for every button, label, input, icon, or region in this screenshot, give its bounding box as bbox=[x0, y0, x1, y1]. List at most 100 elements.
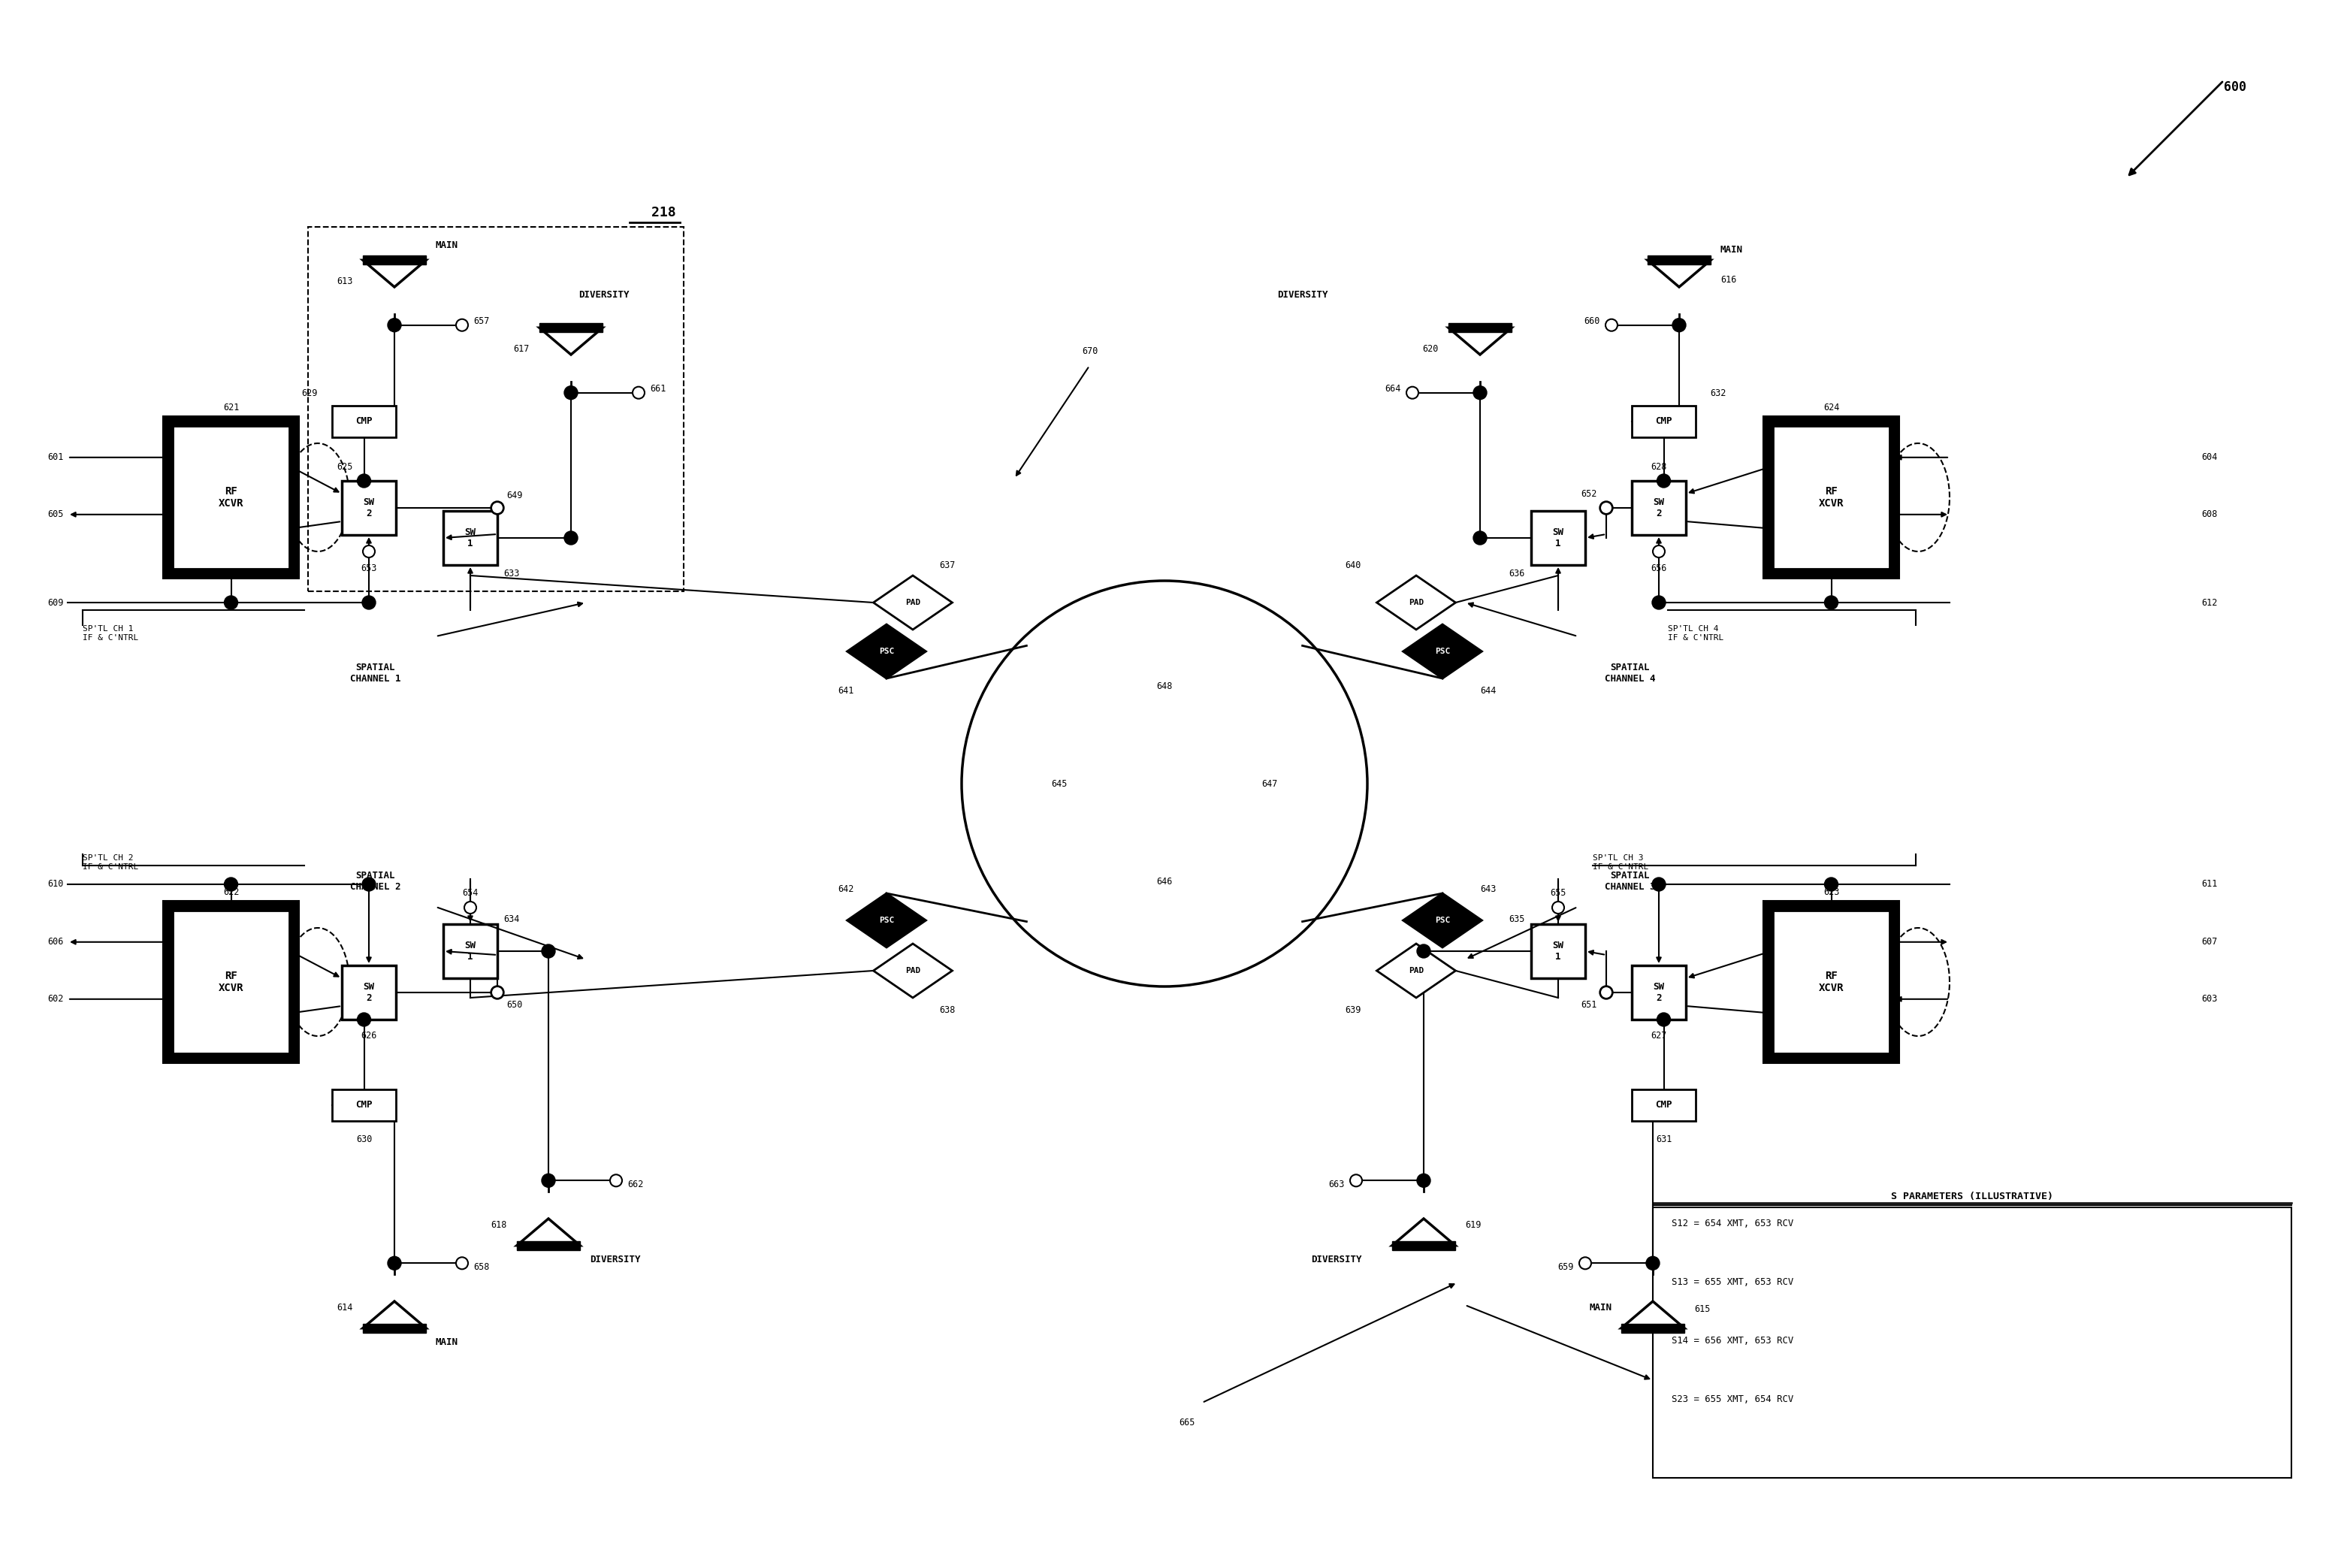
Text: CMP: CMP bbox=[1655, 417, 1671, 426]
Circle shape bbox=[389, 318, 400, 332]
Bar bbox=[1393, 1240, 1456, 1250]
Text: 634: 634 bbox=[503, 914, 520, 924]
Text: PSC: PSC bbox=[1435, 917, 1449, 924]
Text: CMP: CMP bbox=[356, 1101, 372, 1110]
Polygon shape bbox=[1648, 260, 1711, 287]
Text: 619: 619 bbox=[1465, 1220, 1482, 1229]
Circle shape bbox=[1599, 986, 1613, 999]
Text: 639: 639 bbox=[1344, 1005, 1360, 1014]
Text: 628: 628 bbox=[1650, 463, 1667, 472]
Circle shape bbox=[1653, 546, 1664, 558]
Circle shape bbox=[358, 474, 370, 488]
Bar bbox=[1632, 481, 1686, 535]
Text: 662: 662 bbox=[627, 1179, 644, 1189]
Text: 608: 608 bbox=[2201, 510, 2217, 519]
Text: 614: 614 bbox=[337, 1303, 353, 1312]
Text: 644: 644 bbox=[1480, 685, 1496, 695]
Polygon shape bbox=[847, 894, 927, 947]
Text: 623: 623 bbox=[1824, 887, 1840, 897]
Text: PAD: PAD bbox=[906, 599, 920, 607]
Bar bbox=[173, 426, 290, 569]
Text: PAD: PAD bbox=[906, 967, 920, 974]
Circle shape bbox=[1407, 387, 1419, 398]
Bar bbox=[517, 1240, 581, 1250]
Text: 635: 635 bbox=[1510, 914, 1524, 924]
Circle shape bbox=[1601, 986, 1613, 999]
Text: 640: 640 bbox=[1344, 560, 1360, 569]
Bar bbox=[342, 966, 396, 1019]
Text: 663: 663 bbox=[1330, 1179, 1344, 1189]
Circle shape bbox=[611, 1174, 623, 1187]
Text: RF
XCVR: RF XCVR bbox=[218, 971, 243, 993]
Text: RF
XCVR: RF XCVR bbox=[1819, 971, 1845, 993]
Text: CMP: CMP bbox=[1655, 1101, 1671, 1110]
Circle shape bbox=[1552, 902, 1564, 914]
Text: 631: 631 bbox=[1655, 1135, 1671, 1145]
Text: 601: 601 bbox=[47, 453, 63, 463]
Text: 646: 646 bbox=[1156, 877, 1173, 886]
Text: 618: 618 bbox=[492, 1220, 508, 1229]
Circle shape bbox=[1472, 532, 1487, 544]
Bar bbox=[538, 323, 602, 332]
Circle shape bbox=[389, 1256, 400, 1270]
Text: S23 = 655 XMT, 654 RCV: S23 = 655 XMT, 654 RCV bbox=[1671, 1394, 1793, 1405]
Circle shape bbox=[492, 986, 503, 999]
Text: 638: 638 bbox=[939, 1005, 955, 1014]
Text: 602: 602 bbox=[47, 994, 63, 1004]
Polygon shape bbox=[873, 575, 953, 630]
Text: DIVERSITY: DIVERSITY bbox=[1278, 290, 1327, 299]
Text: RF
XCVR: RF XCVR bbox=[1819, 486, 1845, 508]
Text: SW
2: SW 2 bbox=[1653, 497, 1664, 519]
Circle shape bbox=[1653, 596, 1664, 610]
Text: SW
1: SW 1 bbox=[1552, 527, 1564, 549]
Text: 654: 654 bbox=[461, 887, 478, 898]
Bar bbox=[1632, 966, 1686, 1019]
Circle shape bbox=[1416, 1174, 1430, 1187]
Bar bbox=[1622, 1323, 1686, 1333]
Text: 605: 605 bbox=[47, 510, 63, 519]
Text: 218: 218 bbox=[651, 205, 677, 220]
Text: SW
1: SW 1 bbox=[464, 527, 475, 549]
Polygon shape bbox=[363, 260, 426, 287]
Text: SW
1: SW 1 bbox=[464, 941, 475, 961]
Circle shape bbox=[962, 580, 1367, 986]
Bar bbox=[1531, 924, 1585, 978]
Text: 610: 610 bbox=[47, 880, 63, 889]
Text: 648: 648 bbox=[1156, 681, 1173, 691]
Circle shape bbox=[564, 386, 578, 400]
Text: 653: 653 bbox=[361, 563, 377, 574]
Circle shape bbox=[492, 502, 503, 514]
Text: 660: 660 bbox=[1585, 317, 1601, 326]
Text: 611: 611 bbox=[2201, 880, 2217, 889]
Circle shape bbox=[1824, 878, 1838, 891]
Bar bbox=[1772, 911, 1889, 1054]
Circle shape bbox=[564, 532, 578, 544]
Polygon shape bbox=[847, 624, 927, 679]
Text: PSC: PSC bbox=[878, 917, 894, 924]
Text: 630: 630 bbox=[356, 1135, 372, 1145]
Bar bbox=[332, 1090, 396, 1121]
Text: MAIN: MAIN bbox=[435, 1338, 459, 1347]
Bar bbox=[173, 911, 290, 1054]
Circle shape bbox=[1657, 474, 1671, 488]
Bar bbox=[363, 256, 426, 265]
Text: MAIN: MAIN bbox=[1590, 1303, 1611, 1312]
Text: SW
1: SW 1 bbox=[1552, 941, 1564, 961]
Circle shape bbox=[1824, 596, 1838, 610]
Polygon shape bbox=[538, 328, 602, 354]
Text: 629: 629 bbox=[302, 389, 318, 398]
Bar bbox=[309, 227, 684, 591]
Text: MAIN: MAIN bbox=[435, 241, 459, 251]
Text: PSC: PSC bbox=[1435, 648, 1449, 655]
Circle shape bbox=[363, 546, 375, 558]
Circle shape bbox=[1472, 386, 1487, 400]
Polygon shape bbox=[1402, 894, 1482, 947]
Bar bbox=[442, 924, 496, 978]
Polygon shape bbox=[1377, 575, 1456, 630]
Text: 609: 609 bbox=[47, 597, 63, 607]
Text: SPATIAL
CHANNEL 1: SPATIAL CHANNEL 1 bbox=[351, 663, 400, 684]
Text: S14 = 656 XMT, 653 RCV: S14 = 656 XMT, 653 RCV bbox=[1671, 1336, 1793, 1345]
Circle shape bbox=[1351, 1174, 1362, 1187]
Text: SPATIAL
CHANNEL 4: SPATIAL CHANNEL 4 bbox=[1606, 663, 1655, 684]
Circle shape bbox=[225, 878, 239, 891]
